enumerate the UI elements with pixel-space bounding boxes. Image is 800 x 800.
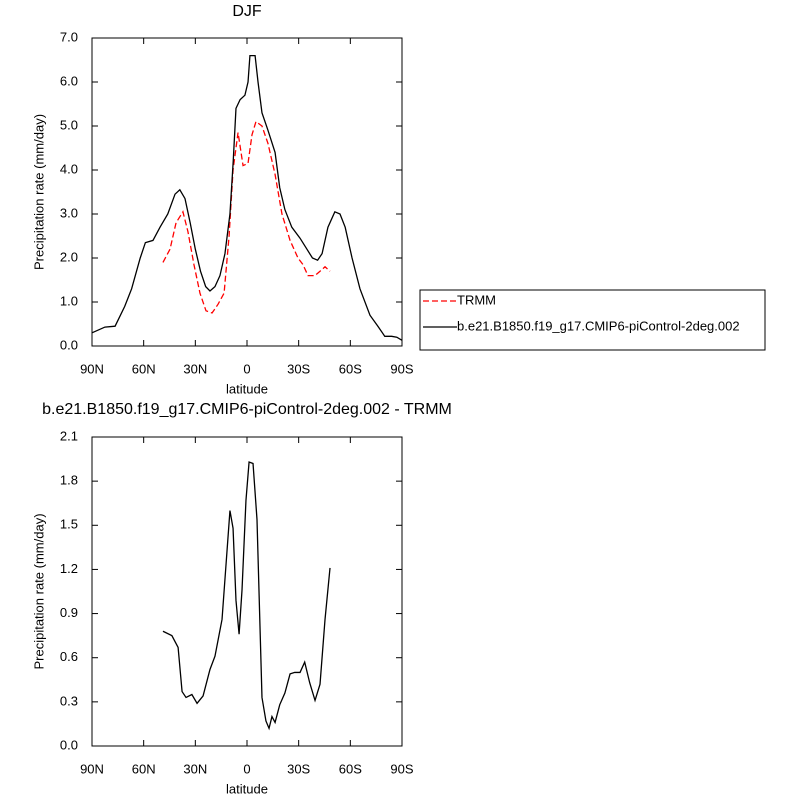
y-tick-label: 1.2: [60, 561, 78, 576]
legend-label: b.e21.B1850.f19_g17.CMIP6-piControl-2deg…: [457, 318, 740, 333]
x-tick-label: 30S: [287, 761, 310, 776]
x-axis-label: latitude: [226, 381, 268, 396]
y-tick-label: 2.0: [60, 249, 78, 264]
y-tick-label: 1.8: [60, 473, 78, 488]
y-tick-label: 1.0: [60, 293, 78, 308]
x-tick-label: 90S: [390, 361, 413, 376]
y-tick-label: 6.0: [60, 73, 78, 88]
y-tick-label: 1.5: [60, 517, 78, 532]
x-tick-label: 60S: [339, 361, 362, 376]
x-tick-label: 30N: [183, 361, 207, 376]
y-tick-label: 2.1: [60, 428, 78, 443]
chart-title: DJF: [232, 3, 262, 20]
y-tick-label: 5.0: [60, 117, 78, 132]
chart-title: b.e21.B1850.f19_g17.CMIP6-piControl-2deg…: [42, 401, 452, 418]
y-tick-label: 4.0: [60, 161, 78, 176]
y-tick-label: 7.0: [60, 29, 78, 44]
legend-label: TRMM: [457, 292, 496, 307]
y-tick-label: 0.6: [60, 649, 78, 664]
y-axis-label: Precipitation rate (mm/day): [31, 114, 46, 270]
y-axis-label: Precipitation rate (mm/day): [31, 513, 46, 669]
data-line: [162, 461, 331, 731]
x-tick-label: 60N: [132, 761, 156, 776]
y-tick-label: 0.0: [60, 337, 78, 352]
x-tick-label: 0: [243, 361, 250, 376]
x-tick-label: 90S: [390, 761, 413, 776]
x-axis-label: latitude: [226, 781, 268, 796]
x-tick-label: 0: [243, 761, 250, 776]
x-tick-label: 30S: [287, 361, 310, 376]
y-tick-label: 0.3: [60, 693, 78, 708]
x-tick-label: 30N: [183, 761, 207, 776]
x-tick-label: 90N: [80, 361, 104, 376]
x-tick-label: 90N: [80, 761, 104, 776]
data-line: [91, 54, 403, 341]
legend-box: [419, 289, 766, 351]
x-tick-label: 60S: [339, 761, 362, 776]
data-line: [162, 120, 331, 314]
y-tick-label: 0.0: [60, 737, 78, 752]
x-tick-label: 60N: [132, 361, 156, 376]
y-tick-label: 3.0: [60, 205, 78, 220]
y-tick-label: 0.9: [60, 605, 78, 620]
